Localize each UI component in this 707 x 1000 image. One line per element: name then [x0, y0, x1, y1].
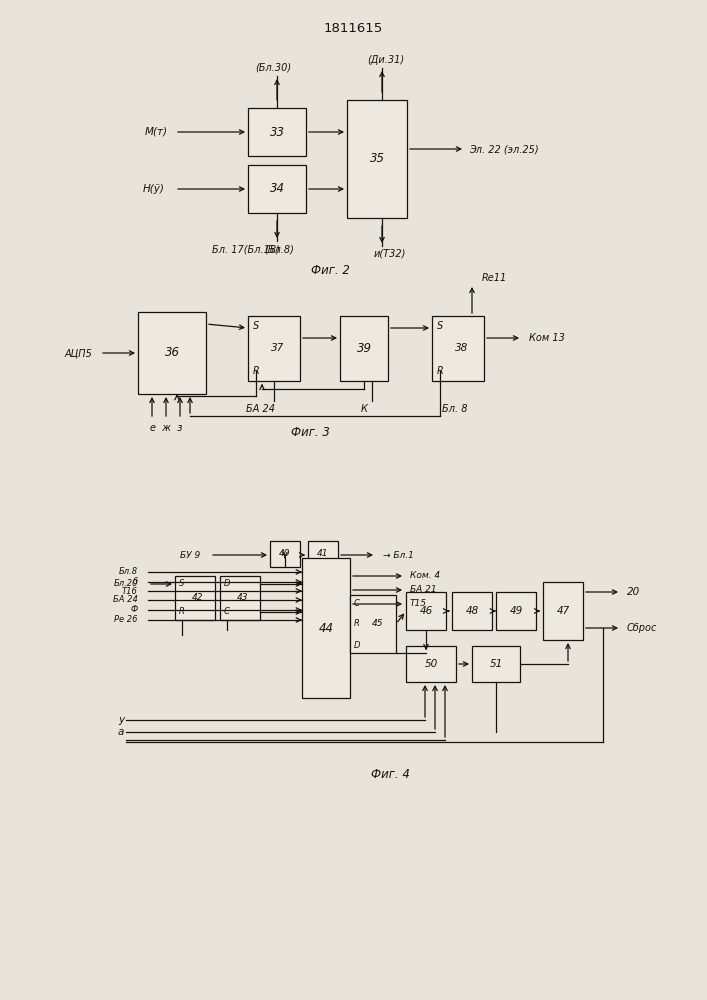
Text: 49: 49 — [509, 606, 522, 616]
Text: БА 24: БА 24 — [113, 595, 138, 604]
Text: у: у — [118, 715, 124, 725]
Text: М(т): М(т) — [145, 127, 168, 137]
Text: Бл. 17(Бл.18): Бл. 17(Бл.18) — [212, 244, 280, 254]
Bar — [543, 582, 583, 640]
Bar — [496, 592, 536, 630]
Text: 35: 35 — [370, 152, 385, 165]
Bar — [432, 316, 484, 381]
Text: Бл. 8: Бл. 8 — [442, 404, 467, 414]
Text: БА 21: БА 21 — [410, 585, 437, 594]
Bar — [347, 100, 407, 218]
Text: 41: 41 — [317, 550, 329, 558]
Bar — [248, 108, 306, 156]
Text: 42: 42 — [192, 593, 204, 602]
Text: 33: 33 — [269, 125, 284, 138]
Bar — [340, 316, 388, 381]
Text: S: S — [253, 321, 259, 331]
Text: 39: 39 — [356, 342, 371, 355]
Text: б: б — [133, 578, 138, 586]
Text: R: R — [354, 619, 360, 629]
Text: C: C — [224, 607, 230, 616]
Text: 50: 50 — [424, 659, 438, 669]
Bar — [270, 541, 300, 567]
Text: 40: 40 — [279, 550, 291, 558]
Text: Бл.20: Бл.20 — [114, 580, 138, 588]
Text: C: C — [354, 598, 360, 607]
Text: БУ 9: БУ 9 — [180, 550, 200, 560]
Bar — [350, 595, 396, 653]
Text: Бл.8: Бл.8 — [119, 568, 138, 576]
Text: 1811615: 1811615 — [323, 21, 382, 34]
Text: Фиг. 4: Фиг. 4 — [370, 768, 409, 782]
Text: S: S — [437, 321, 443, 331]
Text: 43: 43 — [238, 593, 249, 602]
Text: 51: 51 — [489, 659, 503, 669]
Bar — [175, 576, 215, 620]
Text: Эл. 22 (эл.25): Эл. 22 (эл.25) — [469, 144, 539, 154]
Text: 20: 20 — [627, 587, 641, 597]
Text: 45: 45 — [373, 619, 384, 629]
Text: 47: 47 — [556, 606, 570, 616]
Text: 37: 37 — [271, 343, 285, 353]
Bar — [302, 558, 350, 698]
Bar — [220, 576, 260, 620]
Bar — [138, 312, 206, 394]
Text: 36: 36 — [165, 347, 180, 360]
Text: Т15: Т15 — [410, 599, 427, 608]
Text: Ф: Ф — [131, 605, 138, 614]
Text: R: R — [437, 366, 443, 376]
Text: 38: 38 — [455, 343, 469, 353]
Text: S: S — [180, 580, 185, 588]
Bar — [248, 316, 300, 381]
Text: Сброс: Сброс — [627, 623, 658, 633]
Text: АЦП5: АЦП5 — [64, 348, 92, 358]
Text: 48: 48 — [465, 606, 479, 616]
Text: D: D — [223, 580, 230, 588]
Text: Ком. 4: Ком. 4 — [410, 572, 440, 580]
Bar — [248, 165, 306, 213]
Text: (Бл.30): (Бл.30) — [255, 63, 291, 73]
Text: Фиг. 2: Фиг. 2 — [310, 263, 349, 276]
Text: R: R — [252, 366, 259, 376]
Text: е  ж  з: е ж з — [150, 423, 182, 433]
Text: 44: 44 — [318, 621, 334, 635]
Bar — [452, 592, 492, 630]
Text: Re11: Re11 — [481, 273, 507, 283]
Bar — [406, 646, 456, 682]
Text: → Бл.1: → Бл.1 — [383, 550, 414, 560]
Text: а: а — [118, 727, 124, 737]
Text: Н(ÿ): Н(ÿ) — [143, 184, 165, 194]
Text: 34: 34 — [269, 182, 284, 196]
Text: Фиг. 3: Фиг. 3 — [291, 426, 329, 440]
Bar — [472, 646, 520, 682]
Text: БА 24: БА 24 — [245, 404, 274, 414]
Text: (Ди.31): (Ди.31) — [368, 55, 404, 65]
Text: 46: 46 — [419, 606, 433, 616]
Bar — [406, 592, 446, 630]
Text: R: R — [179, 607, 185, 616]
Text: и(Т32): и(Т32) — [374, 249, 407, 259]
Text: Т16: Т16 — [122, 586, 138, 595]
Text: Ре 26: Ре 26 — [115, 615, 138, 624]
Text: (Бл.8): (Бл.8) — [264, 244, 294, 254]
Text: К: К — [361, 404, 368, 414]
Bar — [308, 541, 338, 567]
Text: Ком 13: Ком 13 — [529, 333, 565, 343]
Text: D: D — [354, 641, 361, 650]
